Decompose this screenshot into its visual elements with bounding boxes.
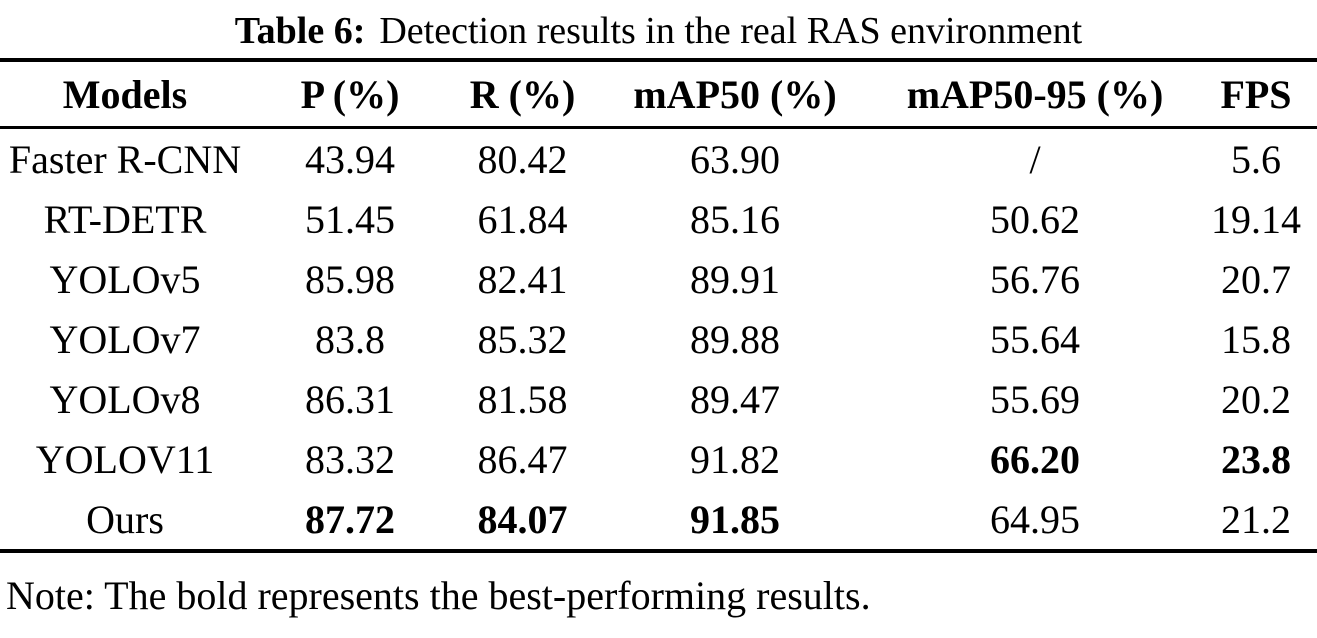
table-cell: 20.2 — [1221, 376, 1291, 422]
table-cell: 87.72 — [305, 496, 395, 542]
table-cell: 89.91 — [690, 256, 780, 302]
table-cell: 43.94 — [305, 136, 395, 182]
table-cell: 89.47 — [690, 376, 780, 422]
results-table: Models P (%) R (%) mAP50 (%) mAP50-95 (%… — [0, 58, 1317, 553]
table-cell: 64.95 — [990, 496, 1080, 542]
table-row: RT-DETR 51.45 61.84 85.16 50.62 19.14 — [0, 189, 1317, 249]
table-cell: 89.88 — [690, 316, 780, 362]
table-cell: 55.64 — [990, 316, 1080, 362]
table-cell: 86.47 — [477, 436, 568, 482]
column-header-models: Models — [0, 60, 250, 129]
table-caption: Table 6: Detection results in the real RA… — [0, 0, 1317, 58]
column-header-map50: mAP50 (%) — [595, 60, 875, 129]
table-cell: YOLOv7 — [49, 316, 201, 362]
table-cell: RT-DETR — [43, 196, 207, 242]
table-cell: 80.42 — [477, 136, 568, 182]
table-cell: 81.58 — [477, 376, 568, 422]
table-header-row: Models P (%) R (%) mAP50 (%) mAP50-95 (%… — [0, 60, 1317, 129]
table-cell: 23.8 — [1221, 436, 1291, 482]
table-cell: 63.90 — [690, 136, 780, 182]
table-cell: 91.85 — [690, 496, 780, 542]
table-cell: 85.98 — [305, 256, 395, 302]
table-cell: 19.14 — [1211, 196, 1301, 242]
table-cell: 56.76 — [990, 256, 1080, 302]
table-cell: 85.16 — [690, 196, 780, 242]
table-cell: 5.6 — [1231, 136, 1281, 182]
column-header-fps: FPS — [1195, 60, 1317, 129]
table-cell: 83.32 — [305, 436, 395, 482]
table-cell: YOLOv8 — [49, 376, 201, 422]
table-note: Note: The bold represents the best-perfo… — [6, 573, 871, 618]
column-header-recall: R (%) — [450, 60, 595, 129]
table-cell: / — [1029, 136, 1041, 182]
table-cell: Ours — [86, 496, 164, 542]
table-row: Ours 87.72 84.07 91.85 64.95 21.2 — [0, 489, 1317, 551]
table-cell: 50.62 — [990, 196, 1080, 242]
table-row: Faster R-CNN 43.94 80.42 63.90 / 5.6 — [0, 128, 1317, 190]
table-cell: 91.82 — [690, 436, 780, 482]
table-cell: 85.32 — [477, 316, 568, 362]
table-cell: 66.20 — [990, 436, 1080, 482]
table-cell: 21.2 — [1221, 496, 1291, 542]
table-cell: 86.31 — [305, 376, 395, 422]
table-cell: 84.07 — [477, 496, 568, 542]
table-caption-number: Table 6: — [234, 10, 366, 52]
column-header-precision: P (%) — [250, 60, 450, 129]
table-caption-text: Detection results in the real RAS enviro… — [379, 10, 1083, 52]
table-row: YOLOV11 83.32 86.47 91.82 66.20 23.8 — [0, 429, 1317, 489]
table-cell: YOLOV11 — [35, 436, 215, 482]
table-cell: 51.45 — [305, 196, 395, 242]
table-cell: 15.8 — [1221, 316, 1291, 362]
table-cell: 82.41 — [477, 256, 568, 302]
column-header-map50-95: mAP50-95 (%) — [875, 60, 1195, 129]
table-cell: YOLOv5 — [49, 256, 201, 302]
table-cell: 61.84 — [477, 196, 568, 242]
table-row: YOLOv7 83.8 85.32 89.88 55.64 15.8 — [0, 309, 1317, 369]
table-cell: Faster R-CNN — [8, 136, 242, 182]
table-cell: 20.7 — [1221, 256, 1291, 302]
table-row: YOLOv5 85.98 82.41 89.91 56.76 20.7 — [0, 249, 1317, 309]
table-row: YOLOv8 86.31 81.58 89.47 55.69 20.2 — [0, 369, 1317, 429]
table-cell: 55.69 — [990, 376, 1080, 422]
table-cell: 83.8 — [315, 316, 385, 362]
